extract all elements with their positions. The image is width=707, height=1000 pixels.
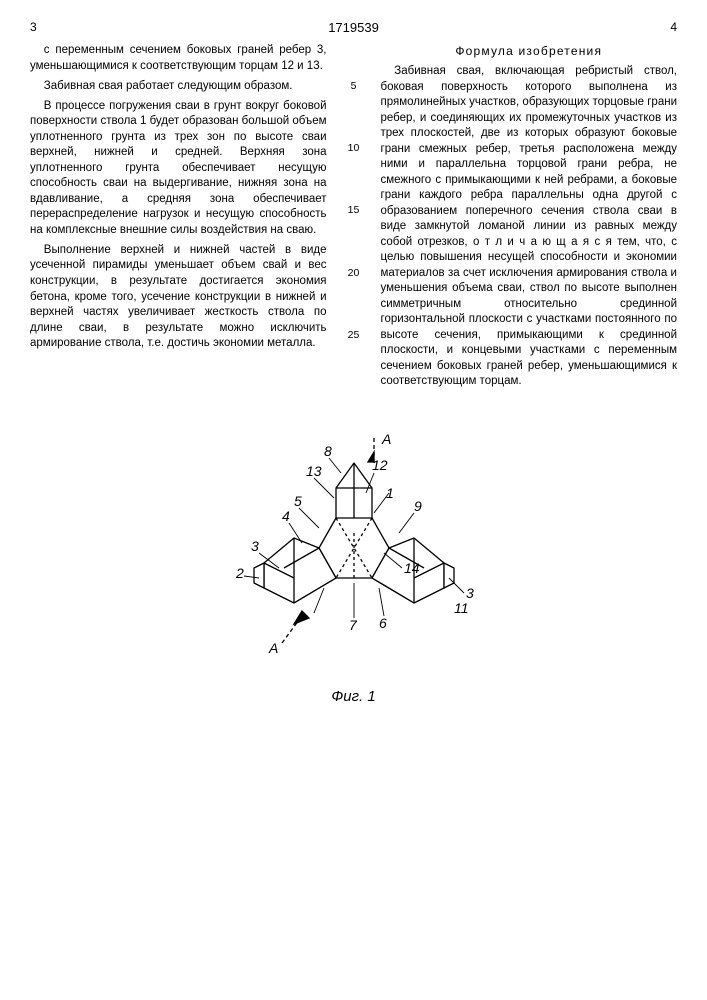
callout: 8 <box>324 443 332 459</box>
line-num: 15 <box>348 203 360 217</box>
line-num: 5 <box>351 79 357 93</box>
callout: 5 <box>294 493 302 509</box>
left-p2: Забивная свая работает следующим образом… <box>30 79 327 95</box>
header-row: 3 1719539 4 <box>30 20 677 35</box>
text-columns: с переменным сечением боковых граней реб… <box>30 43 677 394</box>
right-p1: Забивная свая, включающая ребристый ство… <box>381 64 678 390</box>
page-right: 4 <box>670 20 677 35</box>
callout: 4 <box>282 508 290 524</box>
section-label-bottom: A <box>268 640 278 656</box>
callout: 11 <box>454 600 469 616</box>
left-p3: В процессе погружения сваи в грунт вокру… <box>30 99 327 239</box>
page-left: 3 <box>30 20 37 35</box>
left-column: с переменным сечением боковых граней реб… <box>30 43 327 394</box>
line-number-gutter: 5 10 15 20 25 <box>345 43 363 394</box>
left-p4: Выполнение верхней и нижней частей в вид… <box>30 243 327 352</box>
patent-number: 1719539 <box>37 20 671 35</box>
figure-svg: A A 1 2 <box>224 418 484 678</box>
line-num: 25 <box>348 328 360 342</box>
section-label-top: A <box>381 431 391 447</box>
callout: 6 <box>379 615 387 631</box>
line-num: 20 <box>348 266 360 280</box>
callout: 12 <box>372 457 388 473</box>
line-num: 10 <box>348 141 360 155</box>
callout: 9 <box>414 498 422 514</box>
callout: 2 <box>235 565 244 581</box>
callout: 3 <box>251 538 259 554</box>
callout: 13 <box>306 463 322 479</box>
callout: 1 <box>386 485 394 501</box>
left-p1: с переменным сечением боковых граней реб… <box>30 43 327 74</box>
figure-caption: Фиг. 1 <box>30 688 677 705</box>
callout: 7 <box>349 617 358 633</box>
right-column: Формула изобретения Забивная свая, включ… <box>381 43 678 394</box>
callout: 14 <box>404 560 420 576</box>
figure-1: A A 1 2 <box>30 418 677 705</box>
callout: 3 <box>466 585 474 601</box>
formula-title: Формула изобретения <box>381 43 678 59</box>
